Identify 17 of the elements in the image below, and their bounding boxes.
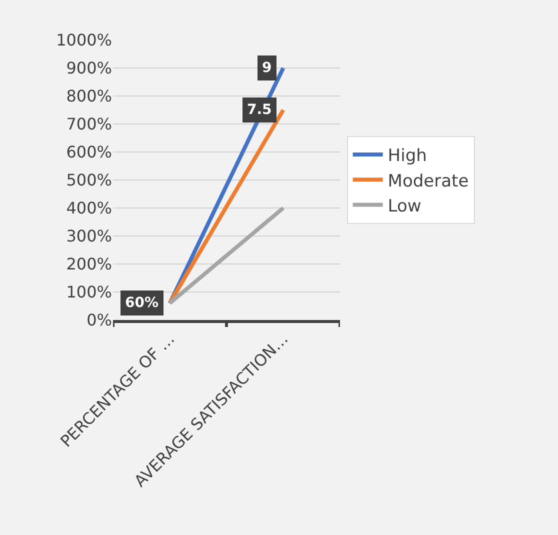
data-label: 9	[262, 60, 272, 76]
y-tick-label: 200%	[66, 254, 112, 274]
y-tick-label: 800%	[66, 86, 112, 106]
data-label: 60%	[125, 295, 159, 311]
y-tick-label: 500%	[66, 170, 112, 190]
y-tick-label: 1000%	[56, 30, 112, 50]
legend-label: High	[388, 146, 427, 166]
y-tick-label: 400%	[66, 198, 112, 218]
data-label: 7.5	[247, 102, 272, 118]
y-tick-label: 600%	[66, 142, 112, 162]
legend-label: Low	[388, 196, 422, 216]
y-tick-label: 300%	[66, 226, 112, 246]
y-tick-label: 100%	[66, 282, 112, 302]
y-tick-label: 0%	[86, 310, 112, 330]
legend-label: Moderate	[388, 171, 469, 192]
y-tick-label: 900%	[66, 58, 112, 78]
y-tick-label: 700%	[66, 114, 112, 134]
